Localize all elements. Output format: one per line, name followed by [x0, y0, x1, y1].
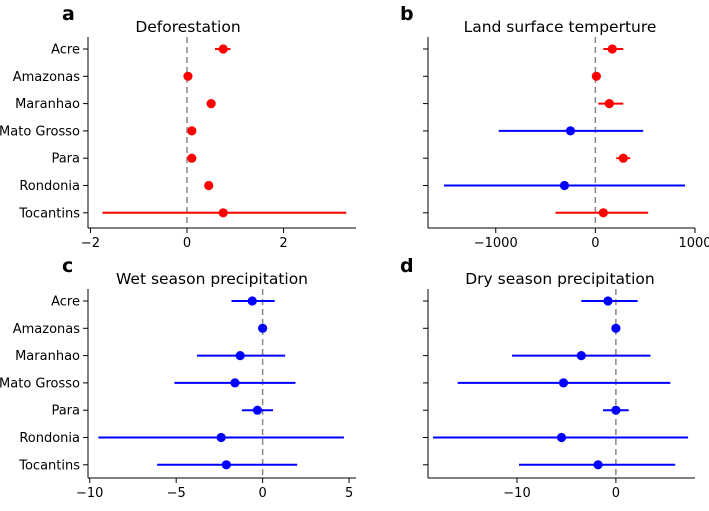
x-tick-label: −10	[503, 486, 530, 501]
data-point	[565, 126, 576, 136]
data-point	[218, 44, 228, 54]
data-point	[607, 44, 617, 54]
x-tick-label: −1000	[474, 236, 518, 251]
y-tick-label: Maranhao	[15, 349, 80, 364]
y-tick-label: Acre	[51, 43, 80, 58]
x-tick-label: 1000	[678, 236, 709, 251]
x-tick-label: 5	[345, 486, 353, 501]
data-point	[230, 378, 240, 388]
chart-title: Deforestation	[135, 18, 240, 36]
data-point	[247, 296, 257, 306]
chart-title: Dry season precipitation	[465, 270, 654, 288]
y-tick-label: Amazonas	[13, 70, 81, 85]
panel-letter: b	[400, 3, 414, 25]
x-tick-label: 0	[612, 486, 620, 501]
x-tick-label: −10	[76, 486, 103, 501]
data-point	[235, 351, 245, 361]
data-point	[558, 378, 569, 388]
data-point	[593, 460, 603, 470]
y-tick-label: Mato Grosso	[0, 124, 80, 139]
data-point	[206, 99, 216, 109]
y-tick-label: Rondonia	[19, 179, 80, 194]
x-tick-label: 0	[183, 236, 191, 251]
y-tick-label: Tocantins	[18, 206, 80, 221]
y-tick-label: Para	[51, 404, 80, 419]
data-point	[218, 208, 228, 218]
y-tick-label: Para	[51, 152, 80, 167]
data-point	[576, 351, 586, 361]
data-point	[183, 71, 193, 81]
y-tick-label: Rondonia	[19, 431, 80, 446]
panel-letter: a	[62, 3, 75, 25]
panel-d: d Dry season precipitation −10 0	[400, 255, 695, 501]
data-point	[611, 405, 621, 415]
panel-a: a Deforestation −2 0 2 Acre Amazonas Maranhao…	[0, 3, 356, 251]
panel-letter: c	[62, 255, 73, 277]
data-point	[252, 405, 263, 415]
x-tick-label: −2	[81, 236, 100, 251]
data-point	[556, 432, 567, 443]
data-point	[216, 432, 226, 443]
x-tick-label: 0	[258, 486, 266, 501]
data-point	[187, 153, 197, 163]
data-point	[258, 323, 268, 333]
x-tick-label: 0	[591, 236, 599, 251]
data-point	[598, 208, 608, 218]
data-point	[187, 126, 197, 136]
chart-title: Wet season precipitation	[116, 270, 308, 288]
y-tick-label: Acre	[51, 295, 80, 310]
data-point	[204, 180, 214, 191]
y-tick-label: Tocantins	[18, 458, 80, 473]
data-point	[618, 153, 628, 163]
panel-letter: d	[400, 255, 414, 277]
data-point	[221, 460, 231, 470]
chart-title: Land surface temperture	[464, 18, 657, 36]
x-tick-label: 2	[279, 236, 287, 251]
y-tick-label: Amazonas	[13, 322, 81, 337]
data-point	[603, 296, 613, 306]
y-tick-label: Maranhao	[15, 97, 80, 112]
data-point	[559, 180, 570, 191]
panel-c: c Wet season precipitation −10 −5 0 5 Acre Am…	[0, 255, 356, 501]
data-point	[611, 323, 621, 333]
panel-b: b Land surface temperture −1000 0 1000	[400, 3, 709, 251]
data-point	[604, 99, 614, 109]
data-point	[591, 71, 601, 81]
x-tick-label: −5	[167, 486, 186, 501]
y-tick-label: Mato Grosso	[0, 376, 80, 391]
